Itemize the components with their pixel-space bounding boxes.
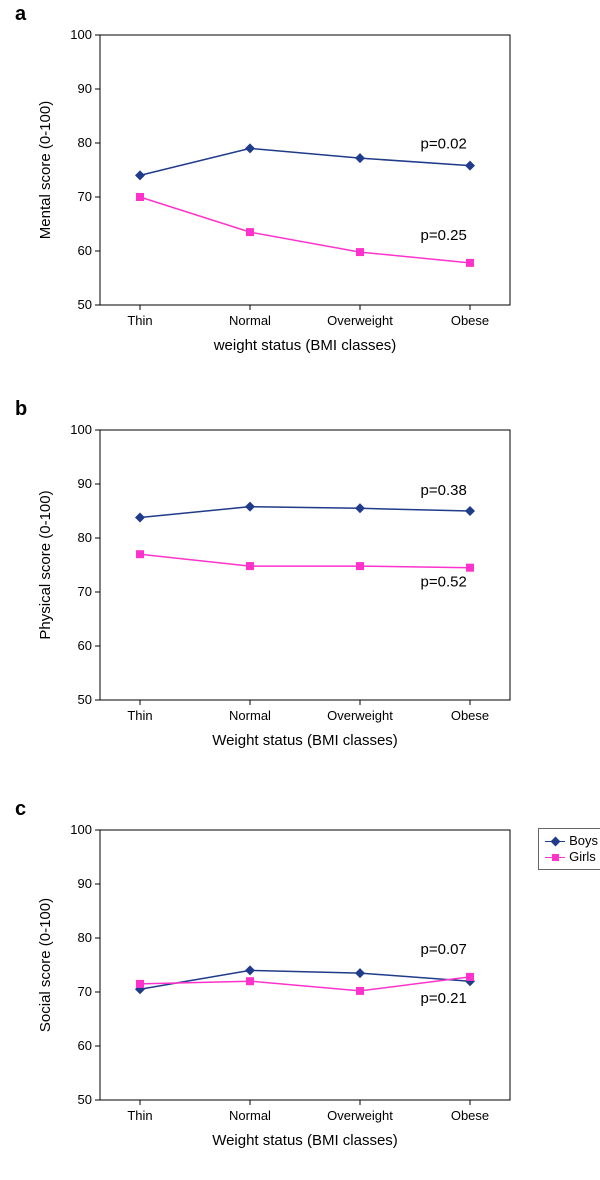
legend-line-icon [545, 841, 565, 842]
y-tick-label: 90 [78, 876, 92, 891]
y-tick-label: 100 [70, 422, 92, 437]
girls-marker-icon [356, 248, 364, 256]
boys-marker-icon [135, 512, 145, 522]
y-tick-label: 70 [78, 189, 92, 204]
girls-marker-icon [356, 987, 364, 995]
x-tick-label: Normal [229, 708, 271, 723]
boys-p-value: p=0.38 [421, 482, 467, 499]
panel-label-c: c [15, 798, 26, 821]
y-axis-title: Social score (0-100) [37, 898, 54, 1032]
girls-marker-icon [246, 562, 254, 570]
x-tick-label: Thin [127, 1108, 152, 1123]
x-tick-label: Thin [127, 313, 152, 328]
boys-marker-icon [465, 161, 475, 171]
x-axis-title: weight status (BMI classes) [213, 337, 397, 354]
boys-line [140, 148, 470, 175]
x-axis-title: Weight status (BMI classes) [212, 1132, 398, 1149]
y-tick-label: 100 [70, 27, 92, 42]
x-tick-label: Obese [451, 708, 489, 723]
boys-marker-icon [465, 506, 475, 516]
girls-p-value: p=0.25 [421, 227, 467, 244]
y-tick-label: 70 [78, 984, 92, 999]
girls-marker-icon [136, 550, 144, 558]
plot-area [100, 830, 510, 1100]
y-tick-label: 50 [78, 692, 92, 707]
series-boys [135, 502, 475, 523]
girls-marker-icon [136, 980, 144, 988]
boys-marker-icon [245, 502, 255, 512]
y-tick-label: 80 [78, 530, 92, 545]
legend-label: Boys [569, 833, 598, 849]
boys-marker-icon [355, 153, 365, 163]
series-girls [136, 550, 474, 572]
panel-label-a: a [15, 3, 26, 26]
girls-p-value: p=0.21 [421, 990, 467, 1007]
boys-marker-icon [245, 143, 255, 153]
boys-p-value: p=0.07 [421, 941, 467, 958]
girls-line [140, 554, 470, 568]
x-tick-label: Normal [229, 313, 271, 328]
girls-marker-icon [356, 562, 364, 570]
boys-marker-icon [245, 965, 255, 975]
girls-p-value: p=0.52 [421, 574, 467, 591]
y-tick-label: 80 [78, 930, 92, 945]
girls-marker-icon [466, 564, 474, 572]
y-tick-label: 100 [70, 822, 92, 837]
legend-marker-icon [552, 854, 559, 861]
girls-marker-icon [136, 193, 144, 201]
panel-label-b: b [15, 398, 27, 421]
boys-marker-icon [355, 968, 365, 978]
legend-marker-icon [551, 836, 561, 846]
y-tick-label: 60 [78, 243, 92, 258]
y-tick-label: 60 [78, 638, 92, 653]
x-tick-label: Obese [451, 1108, 489, 1123]
girls-marker-icon [466, 973, 474, 981]
legend-item-girls: Girls [545, 849, 598, 865]
girls-marker-icon [246, 228, 254, 236]
legend-item-boys: Boys [545, 833, 598, 849]
legend: BoysGirls [538, 828, 600, 870]
x-tick-label: Overweight [327, 313, 393, 328]
chart-c: 50 60 70 80 90 100 Thin Normal Overweight Obese We… [30, 800, 550, 1160]
x-tick-label: Obese [451, 313, 489, 328]
legend-label: Girls [569, 849, 596, 865]
legend-line-icon [545, 857, 565, 858]
x-tick-label: Overweight [327, 1108, 393, 1123]
girls-marker-icon [466, 259, 474, 267]
y-tick-label: 80 [78, 135, 92, 150]
boys-marker-icon [355, 503, 365, 513]
x-tick-label: Overweight [327, 708, 393, 723]
plot-area [100, 430, 510, 700]
y-tick-label: 70 [78, 584, 92, 599]
x-axis-title: Weight status (BMI classes) [212, 732, 398, 749]
boys-p-value: p=0.02 [421, 135, 467, 152]
y-tick-label: 50 [78, 1092, 92, 1107]
y-tick-label: 50 [78, 297, 92, 312]
chart-b: 50 60 70 80 90 100 Thin Normal Overweight Obese We… [30, 400, 550, 760]
chart-a: 50 60 70 80 90 100 Thin Normal Overweight Obese we… [30, 5, 550, 365]
y-tick-label: 60 [78, 1038, 92, 1053]
boys-line [140, 507, 470, 518]
y-tick-label: 90 [78, 81, 92, 96]
x-tick-label: Thin [127, 708, 152, 723]
girls-marker-icon [246, 977, 254, 985]
boys-marker-icon [135, 170, 145, 180]
y-axis-title: Physical score (0-100) [37, 490, 54, 639]
x-tick-label: Normal [229, 1108, 271, 1123]
y-tick-label: 90 [78, 476, 92, 491]
y-axis-title: Mental score (0-100) [37, 101, 54, 239]
